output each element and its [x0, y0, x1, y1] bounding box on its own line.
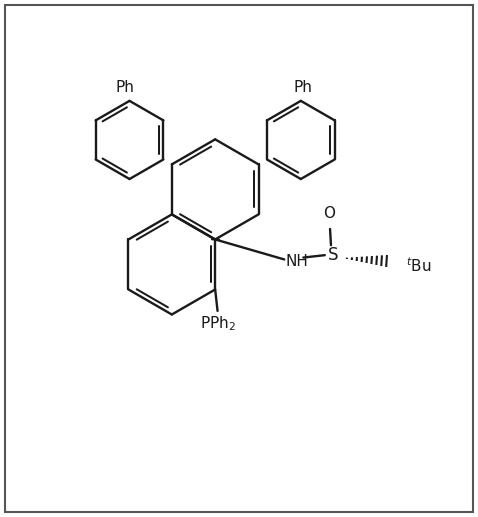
Text: $^{t}$Bu: $^{t}$Bu — [406, 257, 431, 276]
Text: S: S — [327, 246, 338, 264]
Text: NH: NH — [286, 254, 309, 269]
Text: Ph: Ph — [115, 80, 134, 95]
Text: Ph: Ph — [294, 80, 313, 95]
Text: O: O — [323, 206, 335, 221]
Text: PPh$_2$: PPh$_2$ — [200, 315, 236, 333]
